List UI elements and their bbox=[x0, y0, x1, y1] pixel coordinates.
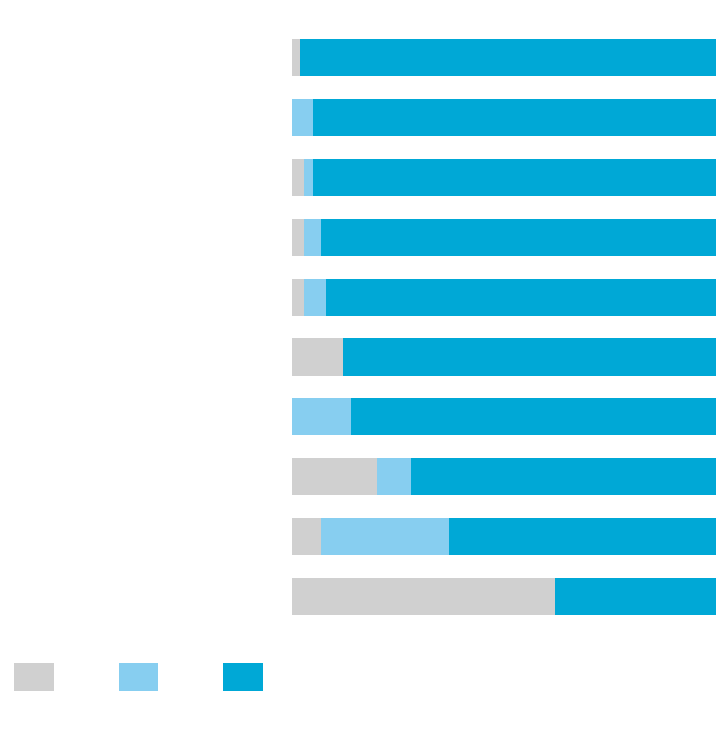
Bar bbox=[292, 398, 351, 435]
Bar bbox=[305, 279, 325, 316]
Bar bbox=[313, 159, 716, 196]
Bar bbox=[292, 159, 305, 196]
Bar bbox=[377, 458, 410, 495]
Bar bbox=[300, 40, 716, 76]
Bar bbox=[305, 219, 321, 256]
Bar bbox=[325, 279, 716, 316]
Bar bbox=[292, 518, 321, 555]
Bar bbox=[449, 518, 716, 555]
Bar bbox=[292, 40, 300, 76]
Bar bbox=[292, 219, 305, 256]
Bar bbox=[351, 398, 716, 435]
Bar bbox=[292, 578, 555, 614]
Bar bbox=[292, 279, 305, 316]
Bar bbox=[321, 518, 449, 555]
Bar bbox=[292, 99, 313, 136]
Bar bbox=[305, 159, 312, 196]
Bar bbox=[410, 458, 716, 495]
Bar bbox=[555, 578, 716, 614]
Bar bbox=[292, 458, 377, 495]
Bar bbox=[321, 219, 716, 256]
Bar bbox=[343, 338, 716, 376]
Bar bbox=[313, 99, 716, 136]
Bar bbox=[292, 338, 343, 376]
